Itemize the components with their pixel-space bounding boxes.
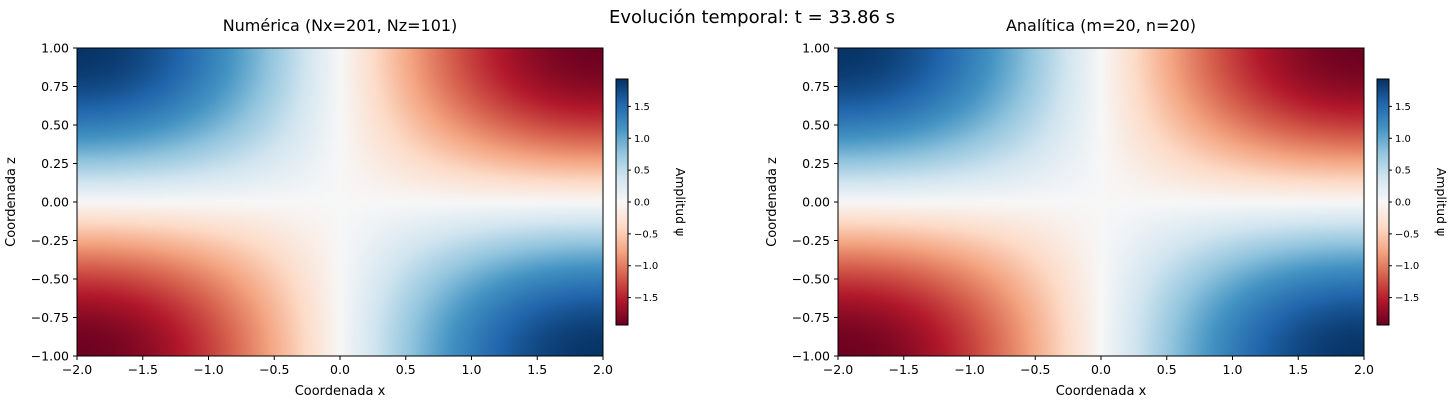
x-tick-label: 0.5 [1157, 362, 1177, 377]
x-tick-label: −0.5 [1020, 362, 1050, 377]
y-tick-label: −1.00 [31, 349, 69, 364]
x-axis-label: Coordenada x [295, 384, 386, 399]
y-tick-label: 0.25 [41, 156, 69, 171]
x-tick-label: −2.0 [62, 362, 92, 377]
panel-analitica: Analítica (m=20, n=20) −2.0 −1.5 −1.0 −0.5 0.… [765, 16, 1449, 399]
colorbar-tick-label: 0.0 [1395, 198, 1411, 209]
x-tick-label: 0.0 [330, 362, 350, 377]
x-tick-label: −0.5 [259, 362, 289, 377]
x-tick-label: 1.0 [462, 362, 482, 377]
colorbar-tick-label: 1.0 [1395, 134, 1411, 145]
colorbar-tick-label: −1.5 [634, 293, 658, 304]
y-tick-label: −0.75 [31, 310, 69, 325]
y-tick-label: 1.00 [41, 41, 69, 56]
x-tick-label: 1.0 [1223, 362, 1243, 377]
figure-suptitle: Evolución temporal: t = 33.86 s [609, 7, 895, 28]
y-tick-label: 0.50 [41, 118, 69, 133]
colorbar [1376, 78, 1390, 326]
x-tick-label: 2.0 [1354, 362, 1374, 377]
y-tick-label: −0.50 [792, 272, 830, 287]
colorbar-tick-label: 0.5 [1395, 166, 1411, 177]
y-tick-label: 1.00 [802, 41, 830, 56]
heatmap-image [838, 48, 1364, 356]
x-tick-label: 0.5 [396, 362, 416, 377]
colorbar-tick-label: 1.0 [634, 134, 650, 145]
y-tick-label: −0.50 [31, 272, 69, 287]
colorbar [615, 78, 629, 326]
x-tick-label: −1.0 [193, 362, 223, 377]
y-axis-label: Coordenada z [765, 157, 780, 247]
colorbar-label: Amplitud ψ [673, 168, 688, 237]
colorbar-tick-label: −1.0 [1395, 261, 1419, 272]
y-tick-label: 0.75 [41, 79, 69, 94]
x-tick-label: −1.0 [954, 362, 984, 377]
x-tick-label: 1.5 [1288, 362, 1308, 377]
y-tick-label: 0.00 [41, 195, 69, 210]
colorbar-tick-label: 1.5 [1395, 102, 1411, 113]
x-tick-label: −2.0 [823, 362, 853, 377]
x-tick-label: 0.0 [1091, 362, 1111, 377]
y-tick-label: 0.25 [802, 156, 830, 171]
x-tick-label: −1.5 [889, 362, 919, 377]
colorbar-tick-label: 0.5 [634, 166, 650, 177]
colorbar-tick-label: 1.5 [634, 102, 650, 113]
colorbar-tick-label: −1.0 [634, 261, 658, 272]
panel-title: Analítica (m=20, n=20) [1006, 16, 1196, 35]
y-tick-label: −1.00 [792, 349, 830, 364]
y-tick-label: 0.00 [802, 195, 830, 210]
y-tick-label: −0.25 [31, 233, 69, 248]
colorbar-tick-label: −1.5 [1395, 293, 1419, 304]
x-axis-label: Coordenada x [1056, 384, 1147, 399]
panel-title: Numérica (Nx=201, Nz=101) [223, 16, 458, 35]
x-tick-label: −1.5 [128, 362, 158, 377]
y-tick-label: −0.75 [792, 310, 830, 325]
x-tick-label: 2.0 [593, 362, 613, 377]
colorbar-tick-label: −0.5 [634, 229, 658, 240]
colorbar-tick-label: 0.0 [634, 198, 650, 209]
panel-numerica: Numérica (Nx=201, Nz=101) −2.0 −1.5 −1.0 −0.… [4, 16, 688, 399]
colorbar-label: Amplitud ψ [1434, 168, 1449, 237]
colorbar-tick-label: −0.5 [1395, 229, 1419, 240]
x-tick-label: 1.5 [527, 362, 547, 377]
y-tick-label: 0.75 [802, 79, 830, 94]
y-tick-label: 0.50 [802, 118, 830, 133]
y-tick-label: −0.25 [792, 233, 830, 248]
y-axis-label: Coordenada z [4, 157, 19, 247]
heatmap-image [77, 48, 603, 356]
